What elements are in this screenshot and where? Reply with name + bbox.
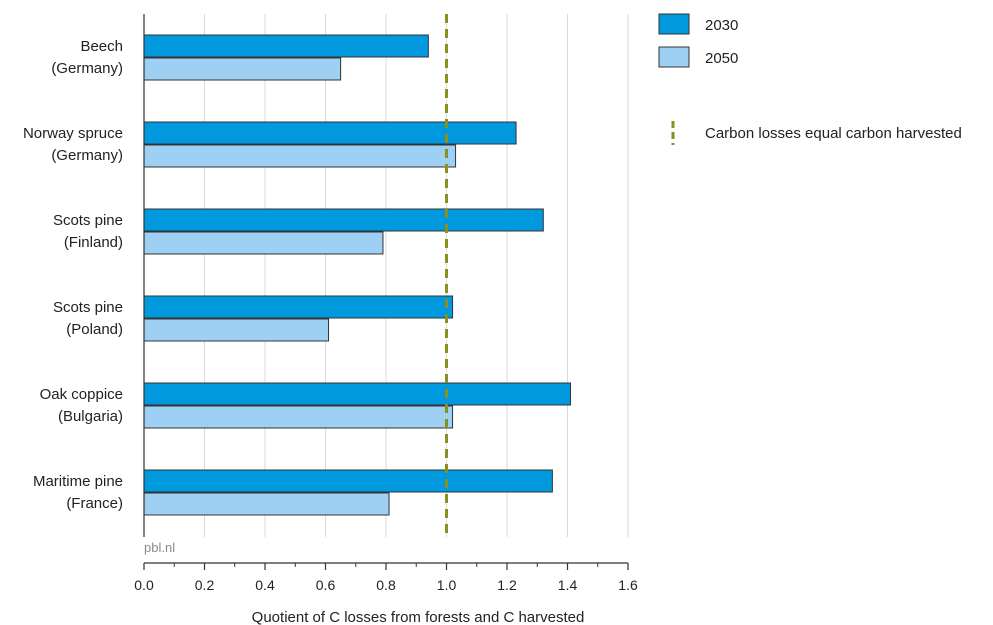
bar-2050 [143, 405, 454, 429]
bar-2030 [143, 295, 454, 319]
bar-2030 [143, 34, 429, 58]
source-label: pbl.nl [144, 540, 175, 555]
bar-2050 [143, 144, 457, 168]
x-tick-label: 1.0 [437, 577, 457, 593]
category-label-line: Oak coppice [40, 386, 123, 403]
x-tick-label: 0.6 [316, 577, 336, 593]
bar-2030 [143, 208, 544, 232]
category-label-line: Beech [80, 38, 123, 55]
bar-2050 [143, 57, 342, 81]
legend: 2030 2050 Carbon losses equal carbon har… [658, 13, 962, 145]
category-label-line: Scots pine [53, 212, 123, 229]
bar-2030 [143, 121, 517, 145]
x-tick-label: 1.6 [618, 577, 638, 593]
category-labels: Beech (Germany) Norway spruce (Germany) Scot… [23, 38, 123, 512]
category-label-line: Norway spruce [23, 125, 123, 142]
category-label-line: (Finland) [64, 234, 123, 251]
legend-swatch-2030 [658, 13, 690, 35]
bars [143, 34, 572, 516]
x-tick-label: 0.2 [195, 577, 215, 593]
x-tick-label: 0.0 [134, 577, 154, 593]
bar-2050 [143, 231, 384, 255]
category-label-line: Scots pine [53, 299, 123, 316]
category-label: Maritime pine (France) [33, 473, 123, 512]
category-label-line: Maritime pine [33, 473, 123, 490]
x-tick-label: 0.8 [376, 577, 396, 593]
x-axis-ticks: 0.0 0.2 0.4 0.6 0.8 1.0 1.2 1.4 1.6 [134, 563, 638, 593]
category-label: Scots pine (Poland) [53, 299, 123, 338]
category-label: Scots pine (Finland) [53, 212, 123, 251]
gridlines [204, 14, 629, 537]
x-tick-label: 1.2 [497, 577, 517, 593]
x-tick-label: 1.4 [558, 577, 578, 593]
bar-2050 [143, 318, 330, 342]
legend-label-reference-line: Carbon losses equal carbon harvested [705, 125, 962, 142]
category-label-line: (Germany) [51, 60, 123, 77]
category-label: Norway spruce (Germany) [23, 125, 123, 164]
category-label: Beech (Germany) [51, 38, 123, 77]
category-label-line: (Poland) [66, 321, 123, 338]
category-label-line: (Bulgaria) [58, 408, 123, 425]
legend-label-2030: 2030 [705, 17, 738, 34]
x-tick-label: 0.4 [255, 577, 275, 593]
legend-label-2050: 2050 [705, 50, 738, 67]
legend-swatch-2050 [658, 46, 690, 68]
bar-2030 [143, 382, 572, 406]
bar-2050 [143, 492, 390, 516]
category-label-line: (Germany) [51, 147, 123, 164]
category-label: Oak coppice (Bulgaria) [40, 386, 123, 425]
x-axis-title: Quotient of C losses from forests and C … [252, 609, 585, 625]
category-label-line: (France) [66, 495, 123, 512]
bar-2030 [143, 469, 553, 493]
